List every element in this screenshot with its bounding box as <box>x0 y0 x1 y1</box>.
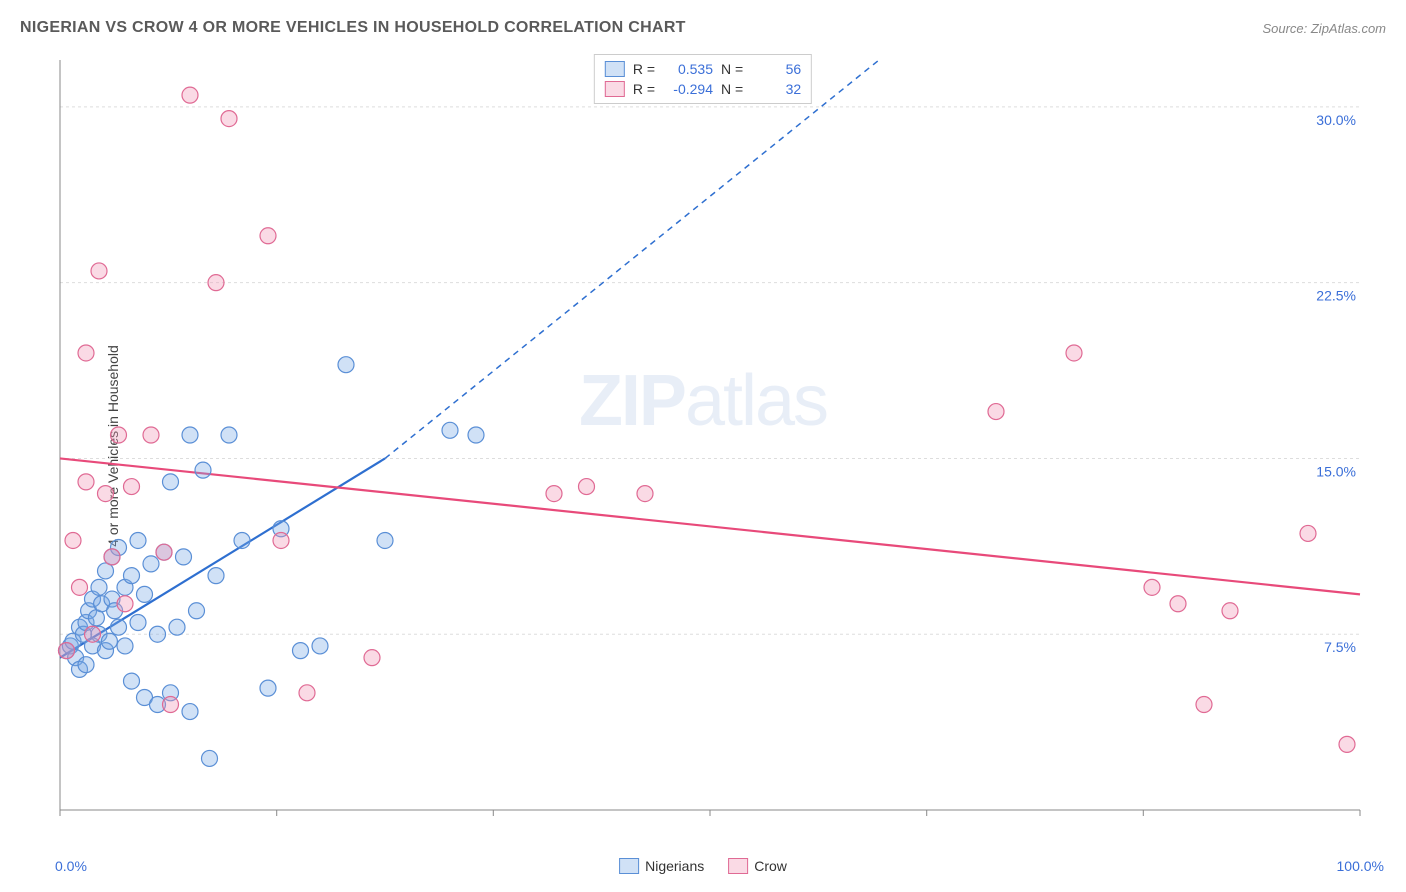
legend-item-nigerians: Nigerians <box>619 858 704 874</box>
n-value: 32 <box>751 81 801 97</box>
n-value: 56 <box>751 61 801 77</box>
n-label: N = <box>721 61 743 77</box>
x-axis-min-label: 0.0% <box>55 858 87 874</box>
r-value: -0.294 <box>663 81 713 97</box>
x-axis-max-label: 100.0% <box>1337 858 1384 874</box>
legend-label: Crow <box>754 858 787 874</box>
swatch-crow <box>728 858 748 874</box>
header-bar: NIGERIAN VS CROW 4 OR MORE VEHICLES IN H… <box>0 0 1406 56</box>
r-label: R = <box>633 81 655 97</box>
scatter-chart: 7.5% 15.0% 22.5% 30.0% <box>50 50 1386 832</box>
swatch-crow <box>605 81 625 97</box>
legend-stats-row: R = -0.294 N = 32 <box>605 79 801 99</box>
chart-title: NIGERIAN VS CROW 4 OR MORE VEHICLES IN H… <box>20 19 686 37</box>
chart-area: 7.5% 15.0% 22.5% 30.0% <box>50 50 1386 832</box>
r-value: 0.535 <box>663 61 713 77</box>
legend-item-crow: Crow <box>728 858 787 874</box>
n-label: N = <box>721 81 743 97</box>
r-label: R = <box>633 61 655 77</box>
swatch-nigerians <box>619 858 639 874</box>
svg-text:30.0%: 30.0% <box>1316 112 1356 128</box>
svg-text:15.0%: 15.0% <box>1316 463 1356 479</box>
svg-text:7.5%: 7.5% <box>1324 639 1356 655</box>
bottom-legend: Nigerians Crow <box>619 858 787 874</box>
swatch-nigerians <box>605 61 625 77</box>
source-attribution: Source: ZipAtlas.com <box>1262 21 1386 36</box>
svg-text:22.5%: 22.5% <box>1316 288 1356 304</box>
legend-label: Nigerians <box>645 858 704 874</box>
legend-stats-box: R = 0.535 N = 56 R = -0.294 N = 32 <box>594 54 812 104</box>
legend-stats-row: R = 0.535 N = 56 <box>605 59 801 79</box>
